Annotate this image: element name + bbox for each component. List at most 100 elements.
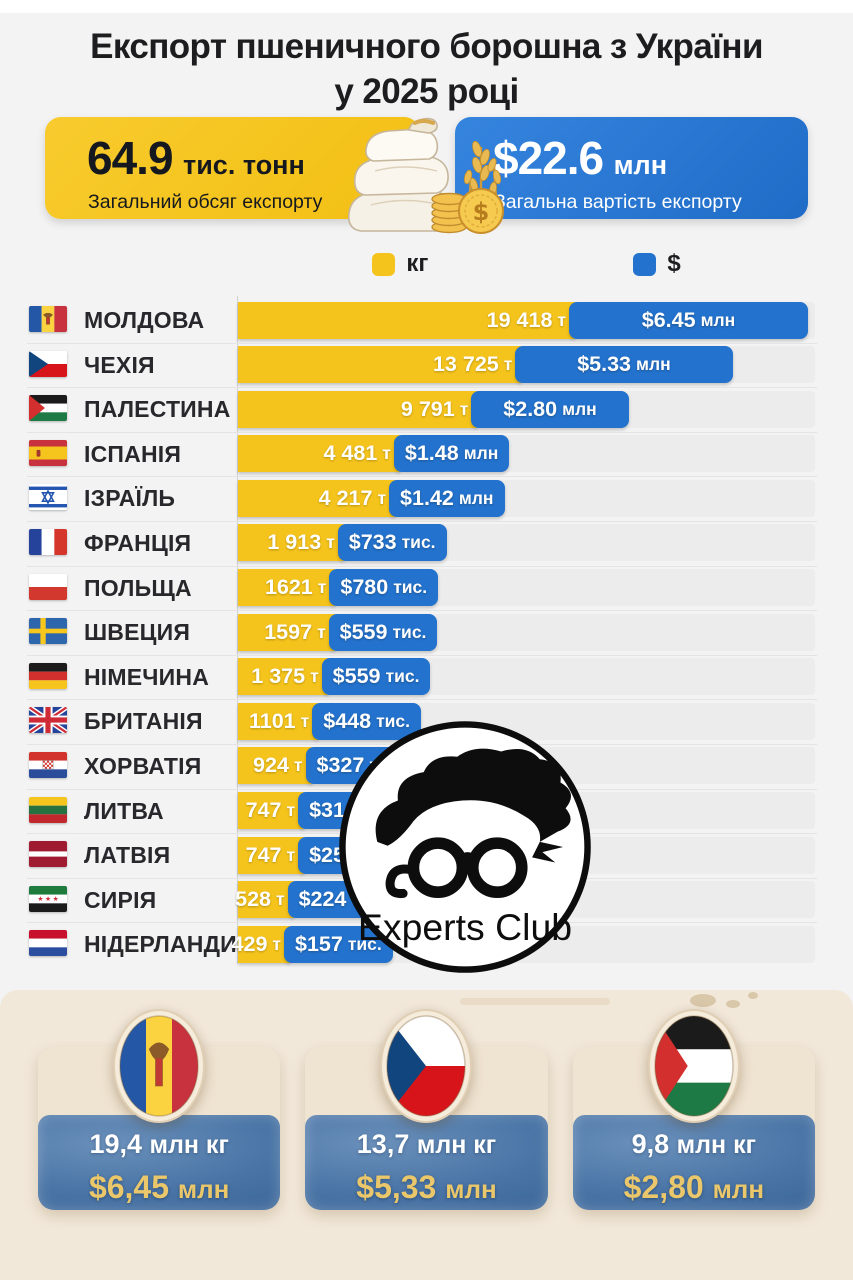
kg-bar: 1597 т [238, 613, 335, 651]
bar-track: 1101 т $448 тис. [238, 702, 815, 740]
usd-bar: $1.48 млн [393, 435, 510, 473]
experts-club-logo: Experts Club [336, 718, 594, 976]
card-kg-value: 13,7 млн кг [356, 1129, 497, 1159]
logo-text: Experts Club [358, 906, 572, 948]
flag-gb-icon [29, 707, 67, 734]
chart-row: ПОЛЬЩА 1621 т $780 тис. [0, 566, 853, 612]
row-separator [27, 387, 817, 389]
chart-row: НІМЕЧИНА 1 375 т $559 тис. [0, 655, 853, 701]
total-value-unit: млн [613, 150, 668, 180]
kg-bar: 747 т [238, 836, 305, 874]
header: Експорт пшеничного борошна з України у 2… [0, 0, 853, 240]
country-summary-card: 13,7 млн кг $5,33 млн [305, 1009, 548, 1210]
flag-lv-icon [29, 841, 67, 868]
legend-usd-label: $ [667, 250, 681, 277]
summary-boxes: 64.9 тис. тонн Загальний обсяг експорту … [45, 117, 808, 234]
flag-md-oval-icon [112, 1008, 206, 1124]
svg-text:★: ★ [37, 895, 43, 903]
chart-row: ІЗРАЇЛЬ 4 217 т $1.42 млн [0, 476, 853, 522]
usd-bar: $448 тис. [312, 702, 422, 740]
bar-track: 13 725 т $5.33 млн [238, 346, 815, 384]
bar-track: 4 217 т $1.42 млн [238, 479, 815, 517]
country-label: НІДЕРЛАНДИ [84, 931, 237, 958]
flag-cz-icon [29, 350, 67, 377]
bar-track: 4 481 т $1.48 млн [238, 435, 815, 473]
chart-rows: МОЛДОВА 19 418 т $6.45 млн ЧЕХІЯ 13 725 т $… [0, 298, 853, 967]
country-label: ПОЛЬЩА [84, 574, 192, 601]
kg-bar: 924 т [238, 747, 312, 785]
total-value-caption: Загальна вартість експорту [494, 191, 742, 213]
flag-md-icon [29, 306, 67, 332]
export-bar-chart: кг $ МОЛДОВА 19 418 т $6.45 млн [0, 240, 853, 990]
legend-kg-label: кг [406, 250, 429, 277]
kg-bar: 747 т [238, 792, 305, 830]
usd-bar: $5.33 млн [515, 346, 733, 384]
flag-es-icon [29, 439, 67, 466]
usd-bar: $2.80 млн [471, 390, 629, 428]
kg-bar: 1621 т [238, 569, 336, 607]
row-separator [27, 520, 817, 522]
country-label: ШВЕЦИЯ [84, 619, 191, 646]
kg-bar: 1 375 т [238, 658, 328, 696]
chart-row: ІСПАНІЯ 4 481 т $1.48 млн [0, 432, 853, 478]
svg-text:★: ★ [53, 895, 59, 903]
total-volume-number: 64.9 [87, 132, 174, 184]
card-usd-value: $6,45 млн [88, 1169, 230, 1205]
card-usd-value: $5,33 млн [356, 1169, 497, 1205]
total-volume-caption: Загальний обсяг експорту [88, 191, 323, 213]
chart-axis-line [237, 296, 238, 964]
legend-kg-swatch [372, 252, 396, 276]
kg-bar: 9 791 т [238, 390, 478, 428]
row-separator [27, 565, 817, 567]
top-countries-cards: 19,4 млн кг $6,45 млн 13,7 млн кг $5,33 … [38, 1009, 815, 1210]
pebble-decoration [690, 994, 716, 1007]
row-separator [27, 342, 817, 344]
country-label: ПАЛЕСТИНА [84, 396, 231, 423]
total-value-number: $22.6 [493, 132, 604, 184]
flag-pl-icon [29, 573, 67, 600]
total-value-card: $22.6 млн Загальна вартість експорту [455, 117, 808, 219]
sand-decoration [460, 998, 610, 1005]
svg-text:$: $ [473, 198, 490, 226]
logo-hair-icon [375, 748, 571, 846]
pebble-decoration [726, 1000, 740, 1008]
card-blue-panel [572, 1115, 815, 1210]
country-label: ЧЕХІЯ [84, 351, 155, 378]
flag-cz-oval-icon [379, 1008, 473, 1124]
card-blue-panel [38, 1115, 281, 1210]
usd-bar: $559 тис. [321, 658, 431, 696]
country-label: МОЛДОВА [84, 307, 205, 333]
country-label: ХОРВАТІЯ [84, 752, 202, 779]
country-label: ІЗРАЇЛЬ [84, 485, 176, 512]
top-white-strip [0, 0, 853, 13]
flour-sacks-illustration: $ [331, 113, 519, 235]
country-label: ЛИТВА [84, 797, 164, 824]
logo-glasses-icon [385, 837, 528, 899]
flag-fr-icon [29, 528, 67, 555]
bar-track: 1 375 т $559 тис. [238, 658, 815, 696]
flag-de-icon [29, 662, 67, 689]
legend-item-usd: $ [633, 250, 681, 278]
title-line-1: Експорт пшеничного борошна з України [90, 27, 763, 66]
flour-sack-icon [347, 117, 453, 232]
card-usd-value: $2,80 млн [623, 1169, 765, 1205]
logo-hair-spike [532, 841, 564, 863]
flag-se-icon [29, 618, 67, 645]
usd-bar: $559 тис. [328, 613, 438, 651]
row-separator [27, 699, 817, 701]
flag-ps-oval-icon [647, 1008, 741, 1124]
footer-top3: 19,4 млн кг $6,45 млн 13,7 млн кг $5,33 … [0, 990, 853, 1280]
row-separator [27, 654, 817, 656]
bar-track: 1597 т $559 тис. [238, 613, 815, 651]
chart-row: ШВЕЦИЯ 1597 т $559 тис. [0, 610, 853, 656]
pebble-decoration [748, 992, 758, 999]
country-label: ФРАНЦІЯ [84, 529, 192, 556]
legend-item-kg: кг [372, 250, 428, 278]
flag-nl-icon [29, 930, 67, 957]
country-label: ЛАТВІЯ [84, 842, 171, 869]
legend-usd-swatch [633, 252, 657, 276]
card-kg-value: 19,4 млн кг [89, 1129, 229, 1159]
bar-track: 9 791 т $2.80 млн [238, 390, 815, 428]
chart-legend: кг $ [238, 250, 815, 278]
country-label: СИРІЯ [84, 886, 157, 913]
